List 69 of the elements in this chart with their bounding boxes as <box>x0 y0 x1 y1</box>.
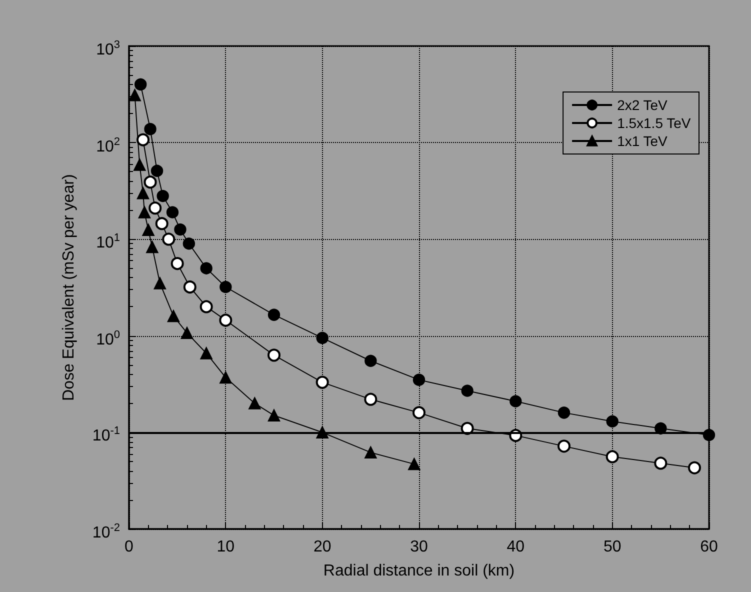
point <box>138 206 151 218</box>
y-tick-label: 10$^{3}$ <box>96 38 120 60</box>
point <box>156 190 169 202</box>
point <box>268 348 280 362</box>
point <box>268 308 280 321</box>
point <box>606 450 619 464</box>
x-tick-label: 30 <box>410 538 428 556</box>
point <box>134 158 146 171</box>
x-tick-label: 20 <box>313 538 332 556</box>
point <box>316 376 329 389</box>
point <box>150 164 164 177</box>
y-tick-label: 10$^{-1}$ <box>92 424 120 447</box>
y-tick-label: 10$^{1}$ <box>96 231 120 254</box>
point <box>268 409 280 422</box>
point <box>183 280 196 294</box>
point <box>182 238 196 250</box>
point <box>155 217 168 230</box>
point <box>688 461 701 474</box>
point <box>200 262 212 274</box>
y-tick-label: 10$^{0}$ <box>96 328 120 350</box>
point <box>142 224 154 236</box>
x-tick-label: 40 <box>506 538 525 556</box>
point <box>364 354 377 367</box>
point <box>316 426 328 438</box>
point <box>146 240 158 254</box>
point <box>248 397 261 410</box>
point <box>606 415 618 428</box>
x-axis-title: Radial distance in soil (km) <box>323 562 515 580</box>
legend-label: 1.5x1.5 TeV <box>617 115 692 131</box>
point <box>364 446 377 459</box>
point <box>128 89 141 102</box>
point <box>510 395 522 408</box>
point <box>220 371 232 384</box>
point <box>412 406 426 420</box>
y-tick-label: 10$^{2}$ <box>96 134 120 157</box>
point <box>702 428 716 442</box>
point <box>136 133 150 146</box>
point <box>134 78 147 91</box>
legend-label: 2x2 TeV <box>617 97 668 113</box>
point <box>558 406 570 419</box>
point <box>180 326 194 340</box>
point <box>136 187 150 200</box>
point <box>148 202 162 215</box>
x-tick-label: 60 <box>700 538 718 556</box>
point <box>219 314 232 327</box>
point <box>166 206 179 218</box>
point <box>220 280 232 294</box>
point <box>558 440 570 453</box>
point <box>144 176 157 189</box>
point <box>170 257 184 270</box>
y-tick-label: 10$^{-2}$ <box>92 521 120 544</box>
point <box>461 384 474 397</box>
point <box>200 347 212 360</box>
point <box>654 456 668 470</box>
point <box>174 223 186 236</box>
x-tick-label: 0 <box>124 538 134 556</box>
point <box>200 300 213 314</box>
y-axis-title: Dose Equivalent (mSv per year) <box>60 174 78 401</box>
point <box>162 232 176 246</box>
point <box>316 332 328 344</box>
x-tick-label: 10 <box>216 538 235 556</box>
x-tick-label: 50 <box>603 538 622 556</box>
point <box>412 374 426 386</box>
point <box>167 310 180 322</box>
legend-label: 1x1 TeV <box>617 133 668 149</box>
point <box>154 277 166 290</box>
point <box>144 122 156 136</box>
point <box>364 392 378 406</box>
point <box>408 458 420 470</box>
